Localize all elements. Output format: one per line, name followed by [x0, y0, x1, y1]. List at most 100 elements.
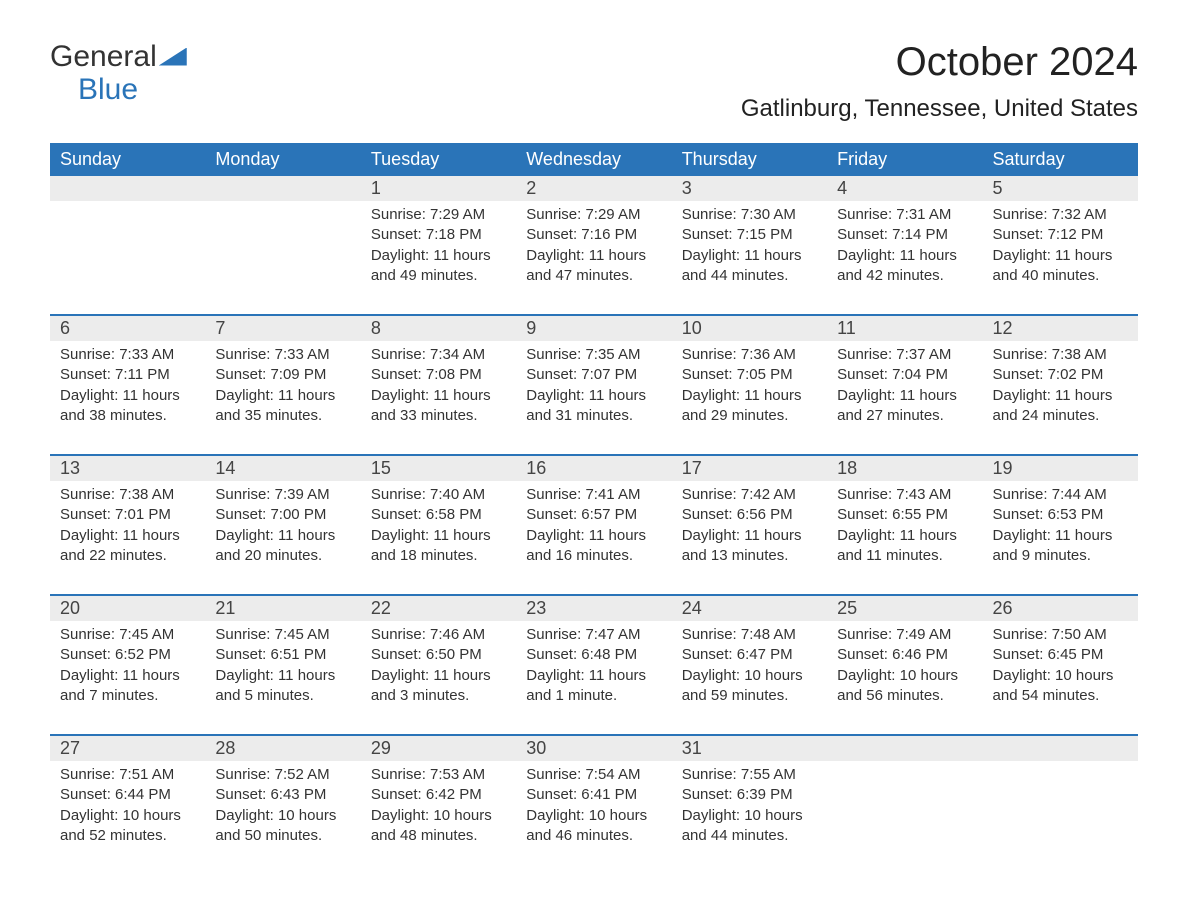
sunset-text: Sunset: 7:15 PM	[682, 225, 817, 245]
sunset-text: Sunset: 7:11 PM	[60, 365, 195, 385]
daylight-text: Daylight: 10 hours and 50 minutes.	[215, 806, 350, 847]
daybody-row: Sunrise: 7:51 AMSunset: 6:44 PMDaylight:…	[50, 761, 1138, 874]
day-body-cell: Sunrise: 7:33 AMSunset: 7:11 PMDaylight:…	[50, 341, 205, 455]
day-body-cell: Sunrise: 7:48 AMSunset: 6:47 PMDaylight:…	[672, 621, 827, 735]
day-body-cell: Sunrise: 7:33 AMSunset: 7:09 PMDaylight:…	[205, 341, 360, 455]
sunset-text: Sunset: 7:00 PM	[215, 505, 350, 525]
day-header-row: Sunday Monday Tuesday Wednesday Thursday…	[50, 143, 1138, 176]
daylight-text: Daylight: 11 hours and 27 minutes.	[837, 386, 972, 427]
day-body-cell: Sunrise: 7:52 AMSunset: 6:43 PMDaylight:…	[205, 761, 360, 874]
day-header: Saturday	[983, 143, 1138, 176]
day-body-cell: Sunrise: 7:55 AMSunset: 6:39 PMDaylight:…	[672, 761, 827, 874]
day-number-cell: 5	[983, 176, 1138, 201]
daylight-text: Daylight: 11 hours and 16 minutes.	[526, 526, 661, 567]
day-number-cell: 7	[205, 315, 360, 341]
daybody-row: Sunrise: 7:33 AMSunset: 7:11 PM Daylight:…	[50, 341, 1138, 455]
calendar-body: 12345Sunrise: 7:29 AMSunset: 7:18 PMDayl…	[50, 176, 1138, 874]
day-body-cell: Sunrise: 7:34 AMSunset: 7:08 PMDaylight:…	[361, 341, 516, 455]
daylight-text: Daylight: 11 hours and 3 minutes.	[371, 666, 506, 707]
day-number-cell: 14	[205, 455, 360, 481]
day-body-cell: Sunrise: 7:40 AMSunset: 6:58 PMDaylight:…	[361, 481, 516, 595]
sunset-text: Sunset: 6:46 PM	[837, 645, 972, 665]
day-number-cell: 30	[516, 735, 671, 761]
daylight-text: Daylight: 11 hours and 42 minutes.	[837, 246, 972, 287]
sunrise-text: Sunrise: 7:54 AM	[526, 765, 661, 785]
sunrise-text: Sunrise: 7:51 AM	[60, 765, 195, 785]
daylight-text: Daylight: 11 hours and 29 minutes.	[682, 386, 817, 427]
day-body-cell: Sunrise: 7:38 AMSunset: 7:01 PMDaylight:…	[50, 481, 205, 595]
day-body-cell	[50, 201, 205, 315]
day-number-cell: 1	[361, 176, 516, 201]
sunset-text: Sunset: 7:02 PM	[993, 365, 1128, 385]
day-number-cell: 9	[516, 315, 671, 341]
daylight-text: Daylight: 11 hours and 33 minutes.	[371, 386, 506, 427]
day-number-cell	[205, 176, 360, 201]
daylight-text: Daylight: 11 hours and 47 minutes.	[526, 246, 661, 287]
sunset-text: Sunset: 7:07 PM	[526, 365, 661, 385]
day-number-cell: 3	[672, 176, 827, 201]
day-body-cell: Sunrise: 7:30 AMSunset: 7:15 PMDaylight:…	[672, 201, 827, 315]
sunrise-text: Sunrise: 7:41 AM	[526, 485, 661, 505]
sunset-text: Sunset: 6:52 PM	[60, 645, 195, 665]
sunset-text: Sunset: 7:01 PM	[60, 505, 195, 525]
sunrise-text: Sunrise: 7:36 AM	[682, 345, 817, 365]
sunrise-text: Sunrise: 7:53 AM	[371, 765, 506, 785]
day-body-cell: Sunrise: 7:53 AMSunset: 6:42 PMDaylight:…	[361, 761, 516, 874]
sunrise-text: Sunrise: 7:49 AM	[837, 625, 972, 645]
day-number-cell: 2	[516, 176, 671, 201]
day-number-cell: 17	[672, 455, 827, 481]
day-header: Thursday	[672, 143, 827, 176]
daylight-text: Daylight: 10 hours and 59 minutes.	[682, 666, 817, 707]
sunset-text: Sunset: 7:08 PM	[371, 365, 506, 385]
daybody-row: Sunrise: 7:45 AMSunset: 6:52 PM Daylight:…	[50, 621, 1138, 735]
day-body-cell: Sunrise: 7:38 AMSunset: 7:02 PMDaylight:…	[983, 341, 1138, 455]
day-number-cell: 11	[827, 315, 982, 341]
daylight-text: Daylight: 11 hours and 9 minutes.	[993, 526, 1128, 567]
title-block: October 2024 Gatlinburg, Tennessee, Unit…	[741, 40, 1138, 123]
day-body-cell: Sunrise: 7:50 AMSunset: 6:45 PMDaylight:…	[983, 621, 1138, 735]
day-number-cell: 15	[361, 455, 516, 481]
sunset-text: Sunset: 7:14 PM	[837, 225, 972, 245]
sunrise-text: Sunrise: 7:35 AM	[526, 345, 661, 365]
day-header: Tuesday	[361, 143, 516, 176]
sunrise-text: Sunrise: 7:31 AM	[837, 205, 972, 225]
daylight-text: Daylight: 11 hours and 49 minutes.	[371, 246, 506, 287]
daylight-text: Daylight: 11 hours and 18 minutes.	[371, 526, 506, 567]
sunset-text: Sunset: 6:48 PM	[526, 645, 661, 665]
sunset-text: Sunset: 7:16 PM	[526, 225, 661, 245]
logo-text-2: Blue	[78, 73, 187, 106]
day-header: Sunday	[50, 143, 205, 176]
sunrise-text: Sunrise: 7:45 AM	[60, 625, 195, 645]
day-number-cell: 24	[672, 595, 827, 621]
day-number-cell: 8	[361, 315, 516, 341]
day-body-cell: Sunrise: 7:35 AMSunset: 7:07 PMDaylight:…	[516, 341, 671, 455]
sunrise-text: Sunrise: 7:50 AM	[993, 625, 1128, 645]
day-number-cell: 20	[50, 595, 205, 621]
sunrise-text: Sunrise: 7:29 AM	[526, 205, 661, 225]
logo: General Blue	[50, 40, 187, 106]
sunrise-text: Sunrise: 7:38 AM	[60, 485, 195, 505]
daybody-row: Sunrise: 7:38 AMSunset: 7:01 PM Daylight:…	[50, 481, 1138, 595]
day-body-cell: Sunrise: 7:44 AMSunset: 6:53 PMDaylight:…	[983, 481, 1138, 595]
day-body-cell: Sunrise: 7:45 AMSunset: 6:51 PMDaylight:…	[205, 621, 360, 735]
day-body-cell: Sunrise: 7:29 AMSunset: 7:16 PMDaylight:…	[516, 201, 671, 315]
day-number-cell	[983, 735, 1138, 761]
sunset-text: Sunset: 6:47 PM	[682, 645, 817, 665]
day-body-cell: Sunrise: 7:45 AMSunset: 6:52 PMDaylight:…	[50, 621, 205, 735]
sunrise-text: Sunrise: 7:33 AM	[60, 345, 195, 365]
sunrise-text: Sunrise: 7:43 AM	[837, 485, 972, 505]
daybody-row: Sunrise: 7:29 AMSunset: 7:18 PMDaylight:…	[50, 201, 1138, 315]
daylight-text: Daylight: 11 hours and 13 minutes.	[682, 526, 817, 567]
day-number-cell: 26	[983, 595, 1138, 621]
sunrise-text: Sunrise: 7:44 AM	[993, 485, 1128, 505]
day-body-cell: Sunrise: 7:29 AMSunset: 7:18 PMDaylight:…	[361, 201, 516, 315]
day-number-cell: 12	[983, 315, 1138, 341]
logo-triangle-icon	[159, 48, 187, 66]
daynum-row: 13141516171819	[50, 455, 1138, 481]
day-number-cell	[50, 176, 205, 201]
day-body-cell: Sunrise: 7:39 AMSunset: 7:00 PMDaylight:…	[205, 481, 360, 595]
sunset-text: Sunset: 6:56 PM	[682, 505, 817, 525]
sunset-text: Sunset: 7:12 PM	[993, 225, 1128, 245]
header: General Blue October 2024 Gatlinburg, Te…	[50, 40, 1138, 123]
calendar-table: Sunday Monday Tuesday Wednesday Thursday…	[50, 143, 1138, 874]
